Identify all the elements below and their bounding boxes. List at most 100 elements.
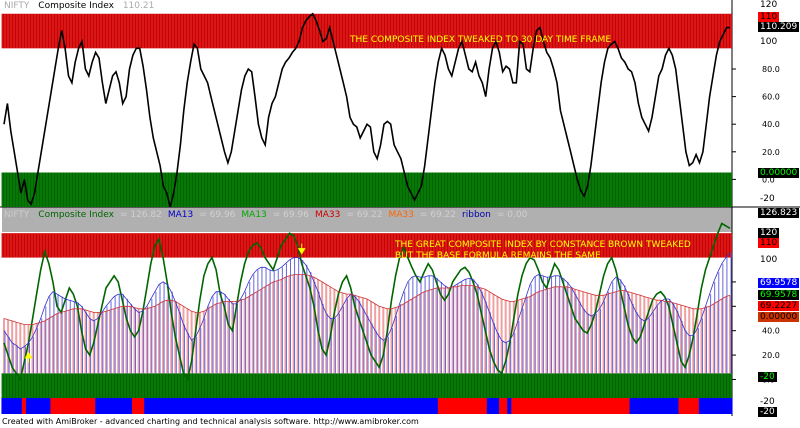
pane2-banner-line-2: BUT THE BASE FORMULA REMAINS THE SAME	[395, 251, 601, 261]
ribbon-segment	[107, 398, 113, 414]
ribbon-segment	[629, 398, 635, 414]
ribbon-segment	[474, 398, 480, 414]
pane1-axis-value-0: 120	[758, 0, 780, 10]
ribbon-segment	[670, 398, 676, 414]
ribbon-segment	[388, 398, 395, 414]
ribbon-segment	[425, 398, 431, 414]
ribbon-segment	[344, 398, 350, 414]
ribbon-segment	[499, 398, 505, 414]
pane2-series-ma13-line	[3, 252, 731, 350]
ribbon-segment	[539, 398, 545, 414]
ribbon-segment	[356, 398, 362, 414]
ribbon-segment	[156, 398, 162, 414]
ribbon-segment	[180, 398, 187, 414]
ribbon-segment	[633, 398, 639, 414]
ribbon-segment	[707, 398, 713, 414]
ribbon-segment	[213, 398, 219, 414]
pane2-legend-item: MA13	[241, 210, 267, 220]
ribbon-segment	[376, 398, 382, 414]
ribbon-segment	[339, 398, 346, 414]
ribbon-segment	[584, 398, 590, 414]
ribbon-segment	[564, 398, 570, 414]
ribbon-segment	[299, 398, 305, 414]
ribbon-segment	[372, 398, 378, 414]
ribbon-segment	[503, 398, 509, 414]
ribbon-segment	[417, 398, 423, 414]
ribbon-segment	[413, 398, 419, 414]
ribbon-segment	[262, 398, 268, 414]
ribbon-segment	[690, 398, 696, 414]
pane2-series-composite-index-line	[3, 222, 731, 382]
pane2-axis-value-4: 69.9578	[758, 278, 800, 288]
ribbon-segment	[282, 398, 288, 414]
pane1-axis-value-4: 0.00000	[758, 168, 800, 178]
ribbon-segment	[625, 398, 631, 414]
ribbon-segment	[307, 398, 313, 414]
ribbon-segment	[197, 398, 203, 414]
pane2-legend-item: MA13	[167, 210, 194, 220]
pane2-ytick-label: 40.0	[762, 327, 780, 336]
pane2-legend-value: = 69.22	[419, 210, 457, 220]
ribbon-segment	[136, 398, 142, 414]
pane1-header: NIFTY Composite Index 110.21	[4, 1, 160, 11]
ribbon-segment	[193, 398, 199, 414]
ribbon-segment	[335, 398, 341, 414]
pane1-band-1	[2, 172, 732, 207]
ribbon-segment	[127, 398, 133, 414]
pane1-axis-value-3: 100	[758, 37, 780, 47]
ribbon-segment	[278, 398, 284, 414]
pane1-series-composite-index-line	[3, 12, 730, 208]
footer-credit: Created with AmiBroker - advanced charti…	[2, 417, 419, 426]
pane2-axis-value-9: -20	[758, 397, 777, 407]
ribbon-segment	[115, 398, 121, 414]
ribbon-segment	[576, 398, 582, 414]
ribbon-segment	[286, 398, 293, 414]
ribbon-segment	[242, 398, 248, 414]
ribbon-segment	[401, 398, 407, 414]
ribbon-segment	[454, 398, 460, 414]
ribbon-segment	[189, 398, 195, 414]
ribbon-segment	[515, 398, 521, 414]
pane2-legend-item: Composite Index	[38, 210, 114, 220]
ribbon-segment	[470, 398, 476, 414]
ribbon-segment	[723, 398, 729, 414]
pane1-ytick-label: 0.0	[762, 175, 775, 184]
pane1-banner: THE COMPOSITE INDEX TWEAKED TO 30 DAY TI…	[350, 35, 611, 45]
ribbon-segment	[596, 398, 603, 414]
pane2-axis-value-2: 110	[758, 238, 780, 248]
ribbon-segment	[83, 398, 89, 414]
ribbon-segment	[131, 398, 138, 414]
ribbon-segment	[527, 398, 533, 414]
ribbon-segment	[535, 398, 541, 414]
ribbon-segment	[482, 398, 488, 414]
pane2-axis-value-bottom: -20	[758, 407, 777, 417]
ribbon-segment	[462, 398, 468, 414]
ribbon-segment	[46, 398, 52, 414]
ribbon-segment	[364, 398, 370, 414]
pane1-axis-value-5: -20	[758, 194, 777, 204]
ribbon-segment	[9, 398, 15, 414]
ribbon-segment	[66, 398, 72, 414]
ribbon-segment	[319, 398, 325, 414]
pane2-axis-value-7: 0.00000	[758, 312, 800, 322]
ribbon-segment	[674, 398, 680, 414]
ribbon-segment	[266, 398, 272, 414]
ribbon-segment	[258, 398, 264, 414]
ribbon-segment	[315, 398, 321, 414]
ribbon-segment	[478, 398, 484, 414]
ribbon-segment	[1, 398, 7, 414]
ribbon-segment	[568, 398, 574, 414]
pane1-ytick-label: 20.0	[762, 148, 780, 157]
ribbon-segment	[119, 398, 125, 414]
pane2-legend-item: ribbon	[462, 210, 491, 220]
pane2-axis-value-3: 100	[758, 255, 780, 265]
ribbon-segment	[494, 398, 501, 414]
ribbon-segment	[486, 398, 492, 414]
ribbon-segment	[437, 398, 443, 414]
ribbon-segment	[601, 398, 607, 414]
pane2-symbol: NIFTY	[4, 210, 30, 220]
ribbon-segment	[727, 398, 733, 414]
ribbon-segment	[95, 398, 101, 414]
ribbon-segment	[649, 398, 656, 414]
ribbon-segment	[433, 398, 439, 414]
